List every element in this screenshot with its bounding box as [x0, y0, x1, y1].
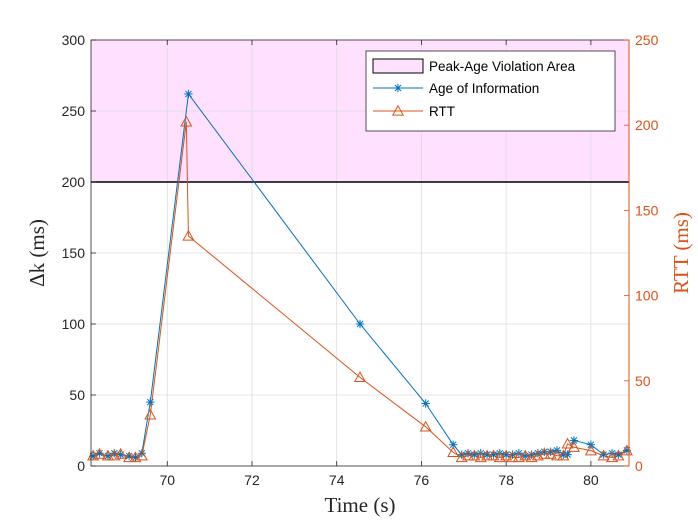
- rtt-point: [135, 449, 148, 461]
- aoi-point: [184, 89, 193, 99]
- x-tick-label: 78: [498, 472, 514, 488]
- legend-label-rtt: RTT: [429, 104, 455, 119]
- y-tick-label-right: 100: [635, 288, 659, 304]
- y-tick-label-right: 200: [635, 117, 659, 133]
- series-layer: [87, 89, 633, 463]
- y-tick-label-right: 50: [635, 373, 651, 389]
- rtt-point: [123, 451, 136, 463]
- legend-label-aoi: Age of Information: [429, 81, 539, 96]
- y-tick-label-left: 0: [77, 458, 85, 474]
- rtt-point: [584, 444, 597, 456]
- aoi-point: [546, 447, 555, 456]
- aoi-point: [463, 449, 473, 458]
- y-tick-label-right: 150: [635, 202, 659, 218]
- rtt-point: [544, 447, 557, 459]
- rtt-point: [461, 449, 475, 461]
- x-tick-label: 72: [244, 472, 260, 488]
- legend-label-violation: Peak-Age Violation Area: [429, 59, 576, 74]
- aoi-point: [124, 451, 134, 461]
- y-tick-label-left: 300: [62, 32, 86, 48]
- aoi-point: [540, 447, 549, 456]
- rtt-point: [597, 449, 610, 461]
- rtt-point: [468, 449, 481, 461]
- rtt-point: [538, 447, 551, 459]
- rtt-point: [182, 229, 195, 241]
- rtt-point: [506, 451, 519, 463]
- aoi-point: [146, 397, 155, 407]
- x-tick-label: 76: [414, 472, 430, 488]
- tick-layer: 70 72 74 76 78 80 0 50 100 150 200 250 300 0 50 100 150 2…: [62, 32, 659, 488]
- y-tick-label-left: 50: [69, 387, 85, 403]
- rtt-point: [101, 449, 114, 461]
- aoi-point: [421, 399, 430, 408]
- y-axis-label-right: RTT (ms): [669, 212, 693, 294]
- legend-marker-rtt: [391, 104, 405, 116]
- aoi-point: [614, 450, 623, 459]
- rtt-point: [557, 449, 570, 461]
- legend-marker-aoi: [393, 83, 403, 93]
- rtt-point: [93, 447, 106, 459]
- legend-swatch-violation: [372, 58, 424, 74]
- rtt-point: [519, 449, 532, 461]
- rtt-point: [567, 441, 580, 452]
- legend-triangle-marker: [391, 104, 405, 116]
- rtt-point: [550, 449, 564, 461]
- y-tick-label-left: 250: [62, 103, 86, 119]
- y-tick-label-left: 200: [62, 174, 86, 190]
- rtt-point: [180, 115, 193, 127]
- rtt-point: [487, 449, 500, 461]
- aoi-point: [137, 449, 147, 458]
- legend: Peak-Age Violation Area Age of Informati…: [365, 50, 616, 132]
- x-tick-label: 70: [159, 472, 175, 488]
- rtt-point: [353, 371, 367, 383]
- y-axis-label-left: Δk (ms): [25, 219, 49, 287]
- aoi-point: [563, 450, 572, 459]
- x-axis-label: Time (s): [325, 493, 396, 517]
- rtt-point: [561, 437, 574, 449]
- x-tick-label: 74: [329, 472, 345, 488]
- rtt-point: [500, 449, 513, 461]
- aoi-point: [599, 450, 608, 459]
- legend-asterisk-marker: [393, 83, 403, 93]
- rtt-point: [144, 408, 157, 420]
- aoi-point: [569, 436, 579, 445]
- rtt-point: [481, 449, 494, 461]
- x-tick-label: 80: [583, 472, 599, 488]
- y-tick-label-left: 100: [62, 316, 86, 332]
- rtt-point: [447, 446, 460, 458]
- y-tick-label-right: 250: [635, 32, 659, 48]
- aoi-point: [355, 319, 365, 329]
- rtt-point: [419, 420, 432, 432]
- y-tick-label-right: 0: [635, 458, 643, 474]
- rtt-point: [114, 447, 127, 459]
- y-tick-label-left: 150: [62, 245, 86, 261]
